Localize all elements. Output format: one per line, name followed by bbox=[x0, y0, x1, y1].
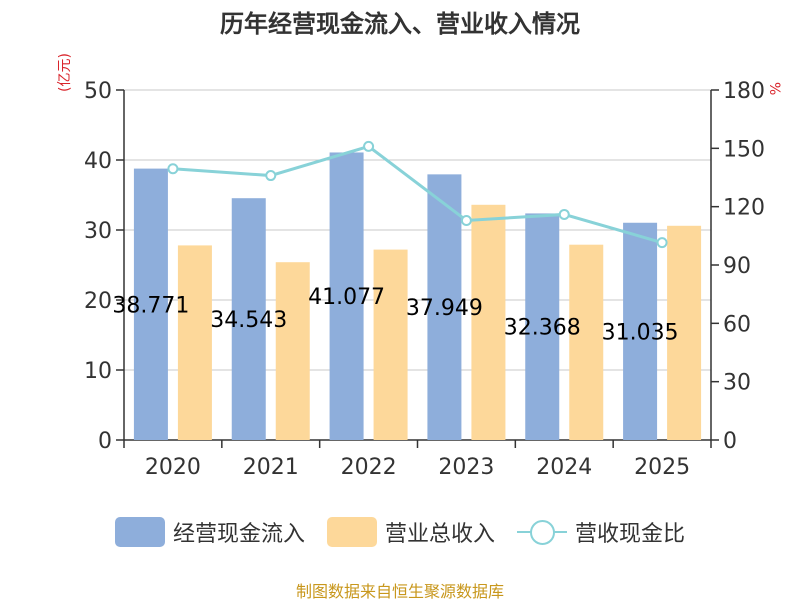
left-tick-label: 10 bbox=[84, 359, 112, 384]
left-tick-label: 30 bbox=[84, 219, 112, 244]
bar-revenue bbox=[667, 225, 702, 440]
legend: 经营现金流入 营业总收入 营收现金比 bbox=[0, 516, 800, 548]
bar-cash-inflow bbox=[427, 174, 462, 440]
line-point-ratio bbox=[167, 163, 179, 175]
right-tick-label: 150 bbox=[723, 137, 765, 162]
bar-cash-inflow bbox=[329, 152, 364, 440]
legend-item-revenue[interactable]: 营业总收入 bbox=[326, 516, 495, 548]
bar-data-label: 31.035 bbox=[602, 320, 679, 345]
right-tick-label: 60 bbox=[723, 312, 751, 337]
legend-item-ratio[interactable]: 营收现金比 bbox=[517, 516, 685, 548]
bar-data-label: 41.077 bbox=[308, 285, 385, 310]
line-ratio bbox=[172, 144, 663, 245]
left-tick-label: 0 bbox=[98, 429, 112, 454]
bar-cash-inflow bbox=[525, 213, 560, 440]
legend-swatch-revenue bbox=[326, 517, 377, 547]
x-tick-label: 2020 bbox=[145, 455, 201, 480]
right-tick-label: 120 bbox=[723, 196, 765, 221]
bar-data-label: 32.368 bbox=[504, 316, 581, 341]
bar-revenue bbox=[177, 245, 212, 440]
bar-revenue bbox=[275, 262, 310, 440]
right-tick-label: 180 bbox=[723, 79, 765, 104]
legend-swatch-ratio bbox=[517, 517, 567, 547]
x-tick-label: 2021 bbox=[243, 455, 299, 480]
legend-label-ratio: 营收现金比 bbox=[575, 522, 686, 547]
line-point-ratio bbox=[656, 237, 668, 249]
bar-data-label: 34.543 bbox=[210, 308, 287, 333]
right-tick-label: 90 bbox=[723, 254, 751, 279]
x-tick-label: 2022 bbox=[341, 455, 397, 480]
right-tick-label: 0 bbox=[723, 429, 737, 454]
data-source: 制图数据来自恒生聚源数据库 bbox=[295, 582, 504, 601]
line-point-ratio bbox=[558, 208, 570, 220]
bar-revenue bbox=[569, 244, 604, 440]
left-tick-label: 20 bbox=[84, 289, 112, 314]
chart-title: 历年经营现金流入、营业收入情况 bbox=[220, 10, 580, 38]
legend-label-revenue: 营业总收入 bbox=[384, 522, 495, 547]
legend-label-cash-inflow: 经营现金流入 bbox=[172, 522, 305, 547]
legend-swatch-cash-inflow bbox=[114, 517, 165, 547]
bar-revenue bbox=[373, 249, 408, 440]
bar-cash-inflow bbox=[623, 222, 658, 440]
bar-data-label: 37.949 bbox=[406, 296, 483, 321]
left-tick-label: 40 bbox=[84, 149, 112, 174]
x-tick-label: 2025 bbox=[634, 455, 690, 480]
x-tick-label: 2023 bbox=[438, 455, 494, 480]
bar-cash-inflow bbox=[133, 168, 168, 440]
line-point-ratio bbox=[460, 214, 472, 226]
legend-item-cash-inflow[interactable]: 经营现金流入 bbox=[114, 516, 305, 548]
bar-cash-inflow bbox=[231, 198, 266, 440]
x-tick-label: 2024 bbox=[536, 455, 592, 480]
line-point-ratio bbox=[265, 170, 277, 182]
left-tick-label: 50 bbox=[84, 79, 112, 104]
bar-data-label: 38.771 bbox=[112, 293, 189, 318]
bar-revenue bbox=[471, 204, 506, 440]
line-point-ratio bbox=[363, 140, 375, 152]
right-tick-label: 30 bbox=[723, 371, 751, 396]
